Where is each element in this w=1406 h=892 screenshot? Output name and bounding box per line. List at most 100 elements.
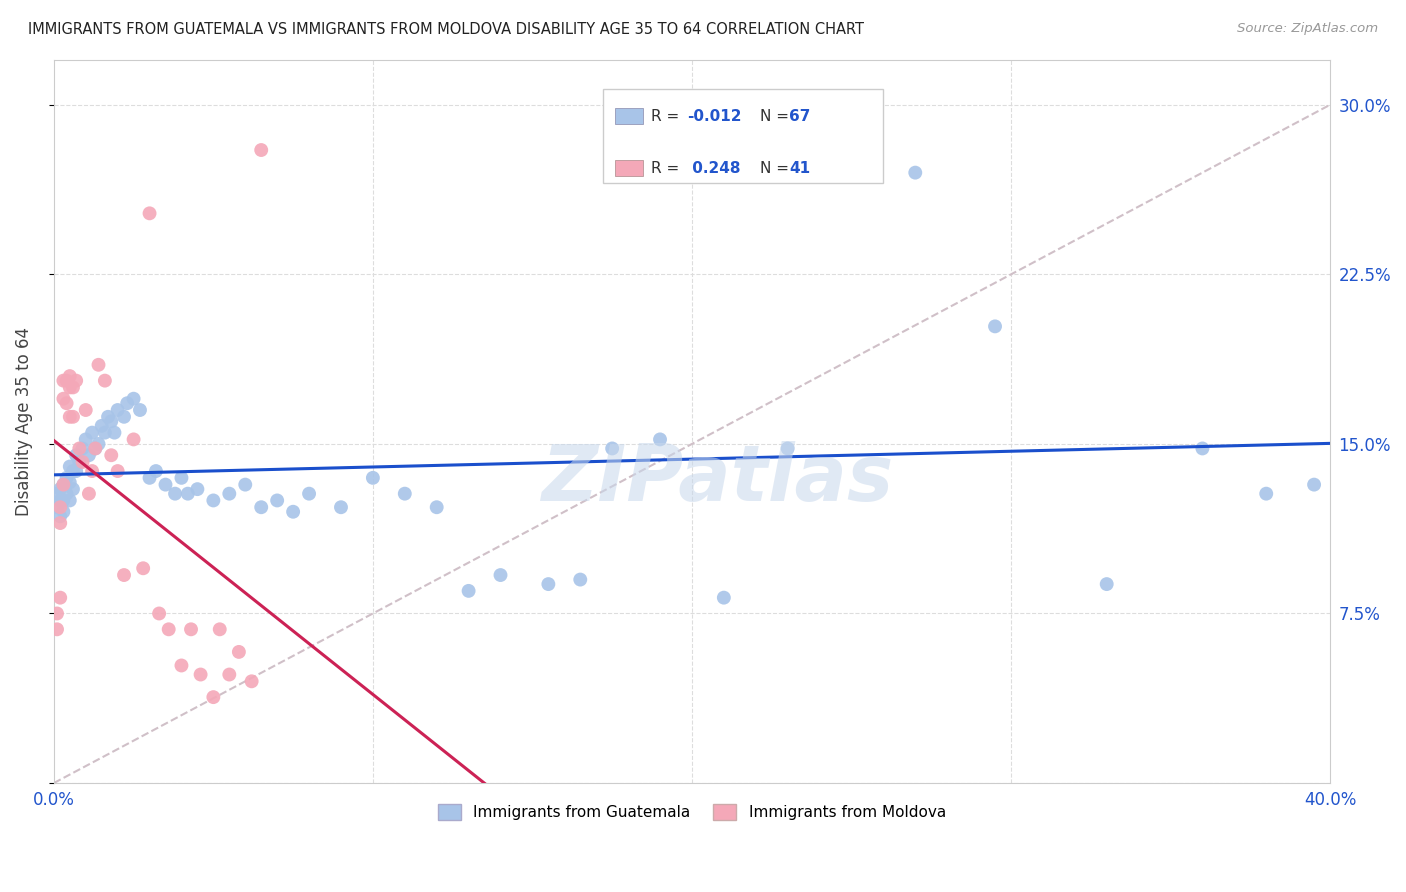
Point: [84, 442, 107, 456]
Point: [984, 319, 1007, 334]
Point: [112, 568, 135, 582]
Point: [82, 464, 104, 478]
Point: [46, 623, 69, 637]
Point: [240, 674, 263, 689]
Point: [713, 591, 735, 605]
Point: [59, 475, 82, 490]
Text: 67: 67: [789, 109, 810, 123]
Point: [97, 409, 120, 424]
Point: [776, 442, 799, 456]
Point: [59, 380, 82, 394]
Point: [59, 409, 82, 424]
Point: [52, 493, 75, 508]
Text: 41: 41: [789, 161, 810, 176]
Point: [122, 433, 145, 447]
Point: [228, 645, 250, 659]
Point: [75, 433, 97, 447]
Point: [266, 493, 288, 508]
Text: R =: R =: [651, 161, 685, 176]
Point: [202, 690, 225, 705]
Point: [170, 658, 193, 673]
Point: [177, 486, 200, 500]
Point: [84, 442, 107, 456]
Text: R =: R =: [651, 109, 685, 123]
Point: [1095, 577, 1118, 591]
Point: [72, 442, 94, 456]
Point: [49, 493, 72, 508]
Point: [49, 591, 72, 605]
Point: [250, 500, 273, 515]
Point: [250, 143, 273, 157]
Point: [361, 471, 384, 485]
Text: N =: N =: [759, 161, 793, 176]
Point: [75, 403, 97, 417]
Y-axis label: Disability Age 35 to 64: Disability Age 35 to 64: [15, 326, 32, 516]
Point: [52, 374, 75, 388]
Point: [165, 486, 187, 500]
Point: [856, 154, 879, 169]
Bar: [616, 108, 644, 124]
Point: [1191, 442, 1213, 456]
Point: [122, 392, 145, 406]
Point: [46, 607, 69, 621]
Point: [148, 607, 170, 621]
Point: [49, 509, 72, 524]
Point: [648, 433, 671, 447]
Text: Source: ZipAtlas.com: Source: ZipAtlas.com: [1237, 22, 1378, 36]
Point: [138, 471, 160, 485]
Point: [100, 448, 122, 462]
Point: [569, 573, 592, 587]
Point: [52, 505, 75, 519]
Point: [218, 667, 240, 681]
Point: [49, 516, 72, 530]
Point: [62, 482, 84, 496]
Point: [59, 369, 82, 384]
Point: [1256, 486, 1278, 500]
Point: [52, 477, 75, 491]
Point: [600, 442, 623, 456]
Point: [107, 403, 129, 417]
Point: [46, 500, 69, 515]
Point: [190, 667, 212, 681]
Point: [55, 396, 77, 410]
Point: [155, 477, 177, 491]
Bar: [603, 88, 883, 183]
Legend: Immigrants from Guatemala, Immigrants from Moldova: Immigrants from Guatemala, Immigrants fr…: [432, 797, 952, 826]
Point: [67, 442, 90, 456]
Point: [233, 477, 256, 491]
Point: [129, 403, 152, 417]
Point: [62, 409, 84, 424]
Point: [112, 409, 135, 424]
Point: [77, 448, 100, 462]
Point: [52, 392, 75, 406]
Point: [55, 486, 77, 500]
Point: [1303, 477, 1326, 491]
Point: [170, 471, 193, 485]
Point: [82, 425, 104, 440]
Point: [87, 437, 110, 451]
Point: [67, 455, 90, 469]
Point: [49, 500, 72, 515]
Text: 0.248: 0.248: [688, 161, 741, 176]
Point: [59, 493, 82, 508]
Point: [904, 166, 927, 180]
Text: ZIPatlas: ZIPatlas: [541, 442, 894, 517]
Text: N =: N =: [759, 109, 793, 123]
Point: [77, 486, 100, 500]
Point: [157, 623, 180, 637]
Point: [394, 486, 416, 500]
Point: [202, 493, 225, 508]
Point: [489, 568, 512, 582]
Bar: [616, 161, 644, 176]
Point: [180, 623, 202, 637]
Point: [103, 425, 125, 440]
Point: [94, 374, 117, 388]
Point: [115, 396, 138, 410]
Point: [186, 482, 208, 496]
Text: IMMIGRANTS FROM GUATEMALA VS IMMIGRANTS FROM MOLDOVA DISABILITY AGE 35 TO 64 COR: IMMIGRANTS FROM GUATEMALA VS IMMIGRANTS …: [28, 22, 865, 37]
Point: [90, 418, 112, 433]
Point: [87, 358, 110, 372]
Point: [62, 464, 84, 478]
Point: [65, 448, 87, 462]
Point: [46, 486, 69, 500]
